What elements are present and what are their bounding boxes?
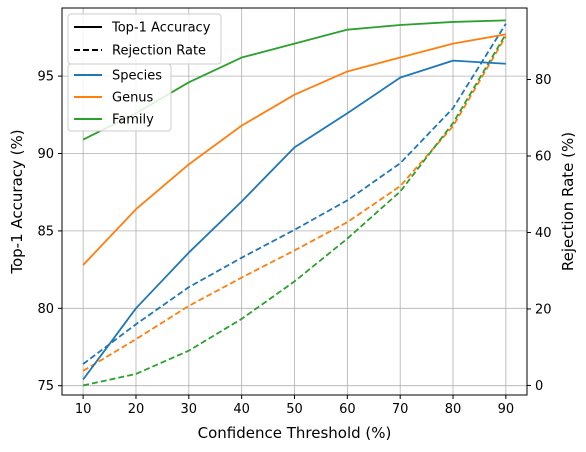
x-tick-label: 50 [286,402,303,417]
family-rejection-line [82,33,507,387]
legend-family-label: Family [112,113,154,128]
y-right-tick-label: 40 [535,226,552,241]
y-right-tick-label: 0 [535,379,543,394]
x-tick-label: 30 [181,402,198,417]
y-left-tick-label: 80 [37,302,54,317]
y-left-tick-label: 90 [37,147,54,162]
x-tick-label: 10 [75,402,92,417]
y-left-tick-label: 75 [37,379,54,394]
x-tick-label: 80 [445,402,462,417]
series-legend-box [67,63,172,132]
y-right-tick-label: 60 [535,149,552,164]
species-accuracy-line [82,59,506,381]
x-axis-label: Confidence Threshold (%) [198,424,392,442]
grid-lines [62,8,527,395]
y-right-tick-label: 20 [535,302,552,317]
y-right-axis-label: Rejection Rate (%) [559,132,577,271]
x-tick-label: 70 [392,402,409,417]
genus-rejection-line [82,35,507,372]
series-legend: Species Genus Family [67,63,172,132]
x-tick-label: 90 [498,402,515,417]
genus-accuracy-line [82,33,507,266]
x-tick-label: 40 [233,402,250,417]
x-tick-label: 60 [339,402,356,417]
y-left-axis-label: Top-1 Accuracy (%) [8,129,26,274]
legend-genus-label: Genus [112,91,154,106]
y-left-tick-label: 85 [37,224,54,239]
legend-accuracy-label: Top-1 Accuracy [111,21,211,36]
legend-species-label: Species [112,69,162,84]
species-rejection-line [82,23,507,365]
x-tick-label: 20 [128,402,145,417]
legend-rejection-label: Rejection Rate [112,44,206,59]
axis-ticks: 10 20 30 40 50 60 70 80 90 75 80 85 90 95 0 20 40 60 80 [37,70,551,417]
y-right-tick-label: 80 [535,73,552,88]
style-legend: Top-1 Accuracy Rejection Rate [67,13,222,65]
y-left-tick-label: 95 [37,70,54,85]
